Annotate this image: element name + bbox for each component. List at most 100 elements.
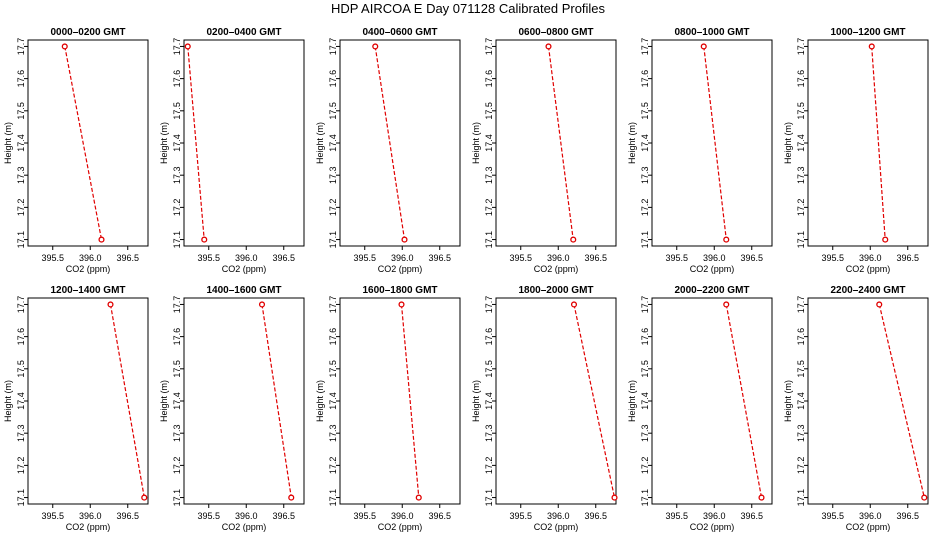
y-axis-label: Height (m) <box>627 380 637 422</box>
profile-line <box>871 46 886 240</box>
y-tick-label: 17.6 <box>484 328 494 346</box>
x-axis-label: CO2 (ppm) <box>534 264 579 274</box>
profile-panel: 1200–1400 GMT 395.5 396.0 396.5 17.1 17.2 17.3… <box>3 285 149 532</box>
y-tick-label: 17.5 <box>640 360 650 378</box>
plot-frame <box>807 297 929 505</box>
y-tick-label: 17.4 <box>328 392 338 410</box>
y-tick-label: 17.4 <box>640 134 650 152</box>
x-axis-label: CO2 (ppm) <box>690 264 735 274</box>
x-axis-label: CO2 (ppm) <box>846 264 891 274</box>
data-point <box>107 301 114 308</box>
data-point <box>61 43 68 50</box>
panel-title: 0600–0800 GMT <box>518 27 593 38</box>
profile-panel: 0000–0200 GMT 395.5 396.0 396.5 17.1 17.2 17.3… <box>3 27 149 274</box>
x-tick-label: 396.0 <box>391 511 414 521</box>
x-tick-label: 395.5 <box>41 511 64 521</box>
plot-frame <box>27 297 149 505</box>
y-tick-label: 17.5 <box>16 102 26 120</box>
plot-frame <box>495 297 617 505</box>
x-tick-label: 395.5 <box>197 253 220 263</box>
y-axis-label: Height (m) <box>315 380 325 422</box>
x-tick-label: 396.0 <box>79 511 102 521</box>
panel-title: 0000–0200 GMT <box>50 27 125 38</box>
profile-line <box>878 304 925 498</box>
x-tick-label: 395.5 <box>821 253 844 263</box>
y-axis-label: Height (m) <box>159 380 169 422</box>
data-point <box>882 236 889 243</box>
y-tick-label: 17.6 <box>640 70 650 88</box>
y-tick-label: 17.6 <box>796 328 806 346</box>
panel-title: 2200–2400 GMT <box>830 285 905 296</box>
x-tick-label: 396.0 <box>859 253 882 263</box>
data-point <box>372 43 379 50</box>
profile-line <box>64 46 103 240</box>
x-tick-label: 395.5 <box>509 253 532 263</box>
y-axis-label: Height (m) <box>783 380 793 422</box>
data-point <box>723 236 730 243</box>
y-tick-label: 17.3 <box>328 166 338 184</box>
y-tick-label: 17.2 <box>16 199 26 217</box>
plot-frame <box>183 297 305 505</box>
x-tick-label: 396.0 <box>235 511 258 521</box>
y-tick-label: 17.7 <box>796 38 806 56</box>
y-tick-label: 17.1 <box>172 231 182 249</box>
panel-title: 1600–1800 GMT <box>362 285 437 296</box>
profile-line <box>547 46 574 240</box>
x-tick-label: 396.5 <box>272 253 295 263</box>
data-point <box>868 43 875 50</box>
plot-frame <box>807 39 929 247</box>
y-tick-label: 17.5 <box>172 102 182 120</box>
profile-panel: 0800–1000 GMT 395.5 396.0 396.5 17.1 17.2 17.3… <box>627 27 773 274</box>
y-tick-label: 17.5 <box>796 102 806 120</box>
y-tick-label: 17.7 <box>16 38 26 56</box>
y-tick-label: 17.4 <box>796 392 806 410</box>
panel-title: 1000–1200 GMT <box>830 27 905 38</box>
x-tick-label: 396.5 <box>896 511 919 521</box>
y-tick-label: 17.3 <box>796 424 806 442</box>
profile-panel: 1400–1600 GMT 395.5 396.0 396.5 17.1 17.2 17.3… <box>159 285 305 532</box>
y-tick-label: 17.7 <box>484 296 494 314</box>
y-tick-label: 17.3 <box>16 166 26 184</box>
data-point <box>141 494 148 501</box>
y-tick-label: 17.2 <box>172 199 182 217</box>
y-tick-label: 17.1 <box>640 489 650 507</box>
y-tick-label: 17.3 <box>172 166 182 184</box>
y-tick-label: 17.6 <box>172 328 182 346</box>
profile-panel: 2200–2400 GMT 395.5 396.0 396.5 17.1 17.2 17.3… <box>783 285 929 532</box>
x-tick-label: 396.5 <box>116 253 139 263</box>
figure-title: HDP AIRCOA E Day 071128 Calibrated Profi… <box>331 1 606 16</box>
x-tick-label: 396.5 <box>740 253 763 263</box>
y-axis-label: Height (m) <box>3 380 13 422</box>
y-tick-label: 17.2 <box>640 457 650 475</box>
y-tick-label: 17.7 <box>16 296 26 314</box>
y-tick-label: 17.2 <box>484 199 494 217</box>
panel-title: 0400–0600 GMT <box>362 27 437 38</box>
y-tick-label: 17.2 <box>796 457 806 475</box>
profile-line <box>725 304 763 498</box>
y-tick-label: 17.2 <box>796 199 806 217</box>
x-tick-label: 395.5 <box>509 511 532 521</box>
y-tick-label: 17.7 <box>640 38 650 56</box>
y-tick-label: 17.6 <box>328 328 338 346</box>
x-tick-label: 395.5 <box>821 511 844 521</box>
y-tick-label: 17.4 <box>16 392 26 410</box>
y-axis-label: Height (m) <box>627 122 637 164</box>
y-tick-label: 17.3 <box>640 166 650 184</box>
data-point <box>288 494 295 501</box>
y-axis-label: Height (m) <box>783 122 793 164</box>
profile-line <box>261 304 292 498</box>
y-tick-label: 17.6 <box>172 70 182 88</box>
y-tick-label: 17.7 <box>172 296 182 314</box>
profile-line <box>187 46 205 240</box>
y-tick-label: 17.6 <box>16 70 26 88</box>
y-tick-label: 17.1 <box>484 489 494 507</box>
data-point <box>570 236 577 243</box>
panel-title: 1200–1400 GMT <box>50 285 125 296</box>
y-tick-label: 17.3 <box>640 424 650 442</box>
y-tick-label: 17.5 <box>484 102 494 120</box>
y-tick-label: 17.4 <box>484 392 494 410</box>
x-axis-label: CO2 (ppm) <box>66 522 111 532</box>
x-tick-label: 395.5 <box>665 253 688 263</box>
x-tick-label: 396.0 <box>703 511 726 521</box>
